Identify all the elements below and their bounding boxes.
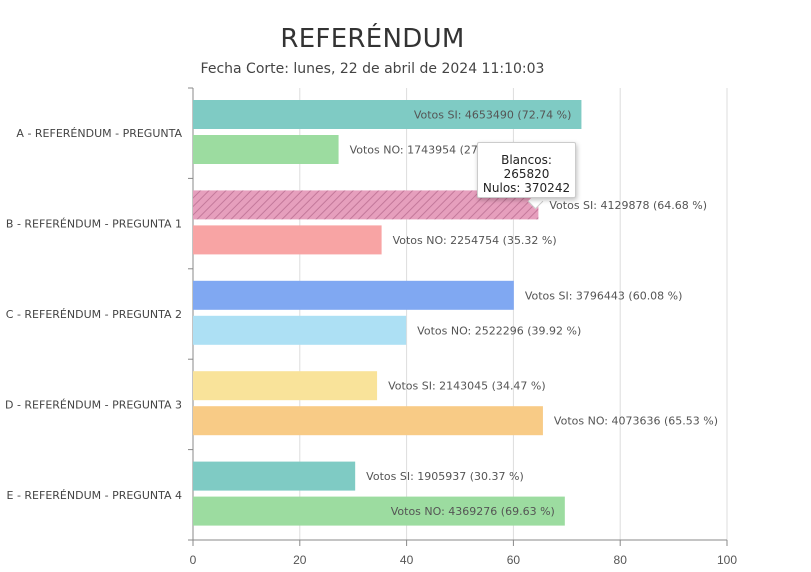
x-tick-label: 40 (400, 553, 414, 567)
data-label: Votos NO: 1743954 (27.26 %) (350, 144, 514, 157)
chart-title: REFERÉNDUM (280, 24, 465, 54)
category-label: E - REFERÉNDUM - PREGUNTA 4 (7, 489, 183, 502)
data-label: Votos NO: 4073636 (65.53 %) (554, 415, 718, 428)
data-label: Votos NO: 2522296 (39.92 %) (417, 324, 581, 337)
x-tick-label: 0 (190, 553, 197, 567)
bar-votos-no (193, 315, 407, 345)
data-label: Votos SI: 3796443 (60.08 %) (525, 289, 683, 302)
chart-subtitle: Fecha Corte: lunes, 22 de abril de 2024 … (200, 61, 545, 77)
x-tick-label: 80 (614, 553, 628, 567)
bar-votos-si (193, 461, 356, 491)
tooltip-line-blancos: Blancos: 265820 (501, 153, 552, 181)
tooltip-line-nulos: Nulos: 370242 (482, 181, 571, 195)
category-label: B - REFERÉNDUM - PREGUNTA 1 (6, 218, 182, 231)
bar-tooltip: Blancos: 265820 Nulos: 370242 (477, 142, 576, 198)
data-label: Votos SI: 1905937 (30.37 %) (366, 470, 524, 483)
x-tick-label: 20 (293, 553, 307, 567)
bar-votos-no (193, 225, 382, 255)
data-label: Votos NO: 4369276 (69.63 %) (391, 505, 555, 518)
bar-votos-no (193, 496, 565, 526)
bar-votos-si (193, 100, 582, 129)
data-label: Votos SI: 4129878 (64.68 %) (549, 199, 707, 212)
bar-votos-no (193, 135, 339, 164)
bar-votos-si (193, 280, 514, 310)
x-tick-label: 60 (507, 553, 521, 567)
bar-votos-no (193, 406, 543, 436)
x-tick-label: 100 (717, 553, 737, 567)
data-label: Votos SI: 4653490 (72.74 %) (414, 109, 572, 122)
category-label: A - REFERÉNDUM - PREGUNTA (16, 127, 182, 140)
category-label: C - REFERÉNDUM - PREGUNTA 2 (6, 308, 182, 321)
data-label: Votos NO: 2254754 (35.32 %) (393, 234, 557, 247)
category-label: D - REFERÉNDUM - PREGUNTA 3 (5, 398, 182, 411)
data-label: Votos SI: 2143045 (34.47 %) (388, 380, 546, 393)
bar-votos-si (193, 371, 378, 401)
